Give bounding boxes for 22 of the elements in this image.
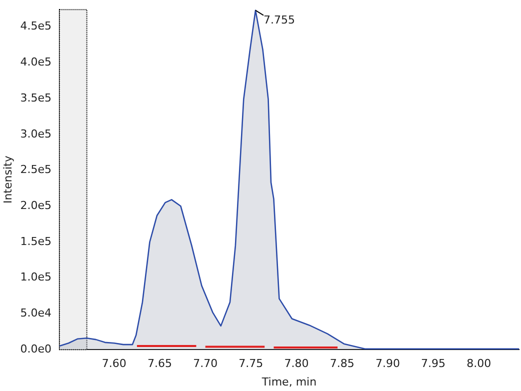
y-tick-label: 4.5e5 (20, 20, 52, 33)
y-tick-label: 3.0e5 (20, 127, 52, 140)
annotation: 7.755 (263, 14, 295, 27)
y-tick-label: 2.5e5 (20, 163, 52, 176)
y-tick-label: 3.5e5 (20, 91, 52, 104)
x-tick-label: 7.95 (421, 357, 446, 370)
x-tick-label: 7.65 (148, 357, 172, 370)
x-tick-label: 7.75 (238, 357, 264, 370)
y-tick-label: 4.0e5 (20, 56, 52, 69)
x-tick-label: 7.80 (284, 357, 309, 370)
x-tick-label: 8.00 (466, 357, 492, 370)
x-tick-label: 7.60 (102, 357, 126, 370)
x-tick-label: 7.85 (330, 357, 354, 370)
y-axis-title: Intensity (1, 155, 14, 204)
y-tick-label: 5.0e4 (20, 306, 52, 320)
y-tick-label: 1.0e5 (20, 270, 52, 284)
x-tick-label: 7.70 (193, 357, 218, 370)
y-tick-label: 1.5e5 (20, 234, 52, 248)
y-tick-label: 0.0e0 (20, 342, 52, 356)
x-tick-label: 7.90 (375, 357, 400, 370)
y-tick-label: 2.0e5 (20, 199, 52, 212)
x-axis-title: Time, min (260, 375, 317, 388)
